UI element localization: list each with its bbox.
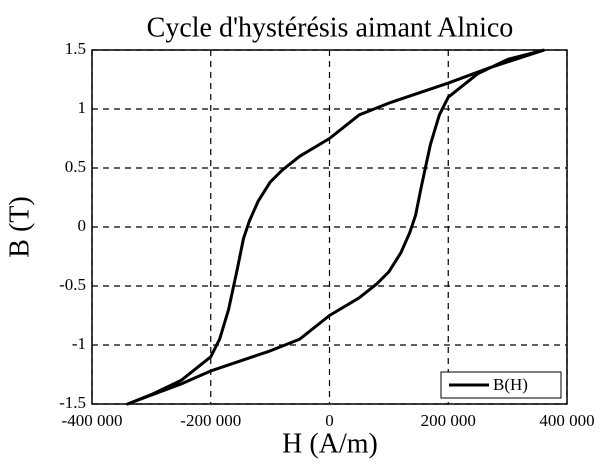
y-tick-label: -0.5 bbox=[59, 275, 86, 294]
y-tick-label: 0 bbox=[78, 216, 87, 235]
data-line bbox=[126, 48, 545, 406]
legend-label: B(H) bbox=[493, 375, 528, 394]
x-axis-label: H (A/m) bbox=[282, 428, 378, 459]
y-tick-label: 0.5 bbox=[65, 157, 86, 176]
y-axis-label: B (T) bbox=[4, 196, 35, 257]
y-tick-label: -1.5 bbox=[59, 393, 86, 412]
x-tick-label: 0 bbox=[325, 411, 334, 430]
y-tick-label: 1 bbox=[78, 98, 87, 117]
plot-frame bbox=[91, 49, 568, 405]
y-tick-label: -1 bbox=[72, 334, 86, 353]
x-tick-label: 200 000 bbox=[421, 411, 476, 430]
y-tick-label: 1.5 bbox=[65, 39, 86, 58]
x-tick-label: -400 000 bbox=[62, 411, 123, 430]
chart-title: Cycle d'hystérésis aimant Alnico bbox=[147, 12, 514, 43]
x-tick-label: -200 000 bbox=[180, 411, 241, 430]
x-tick-label: 400 000 bbox=[539, 411, 594, 430]
